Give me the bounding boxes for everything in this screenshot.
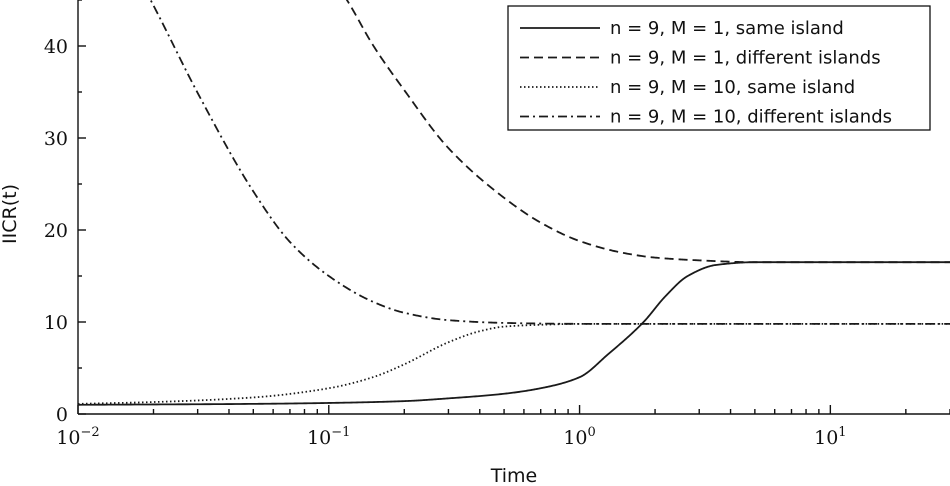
legend-box [507,5,931,131]
series-line-2 [345,0,950,264]
y-tick-label: 0 [56,404,68,426]
x-axis-label: Time [490,465,538,486]
y-axis: 0 10 20 30 40 [44,0,86,426]
legend-label-1: n = 9, M = 1, same island [610,18,844,39]
x-tick-label: 101 [814,425,846,449]
series-layer [78,0,950,406]
legend-label-3: n = 9, M = 10, same island [610,77,855,98]
x-tick-label: 10−2 [56,425,99,449]
series-line-4 [149,0,950,325]
x-axis: 10−2 10−1 100 101 [56,405,950,449]
x-tick-label: 100 [563,425,595,449]
y-tick-label: 10 [44,312,68,334]
y-tick-label: 20 [44,220,68,242]
series-line-1 [78,261,950,406]
y-tick-label: 30 [44,128,68,150]
y-axis-label: IICR(t) [0,184,21,244]
x-tick-label: 10−1 [307,425,350,449]
legend: n = 9, M = 1, same island n = 9, M = 1, d… [507,5,931,131]
legend-label-4: n = 9, M = 10, different islands [610,107,892,128]
legend-label-2: n = 9, M = 1, different islands [610,48,881,69]
y-tick-label: 40 [44,36,68,58]
